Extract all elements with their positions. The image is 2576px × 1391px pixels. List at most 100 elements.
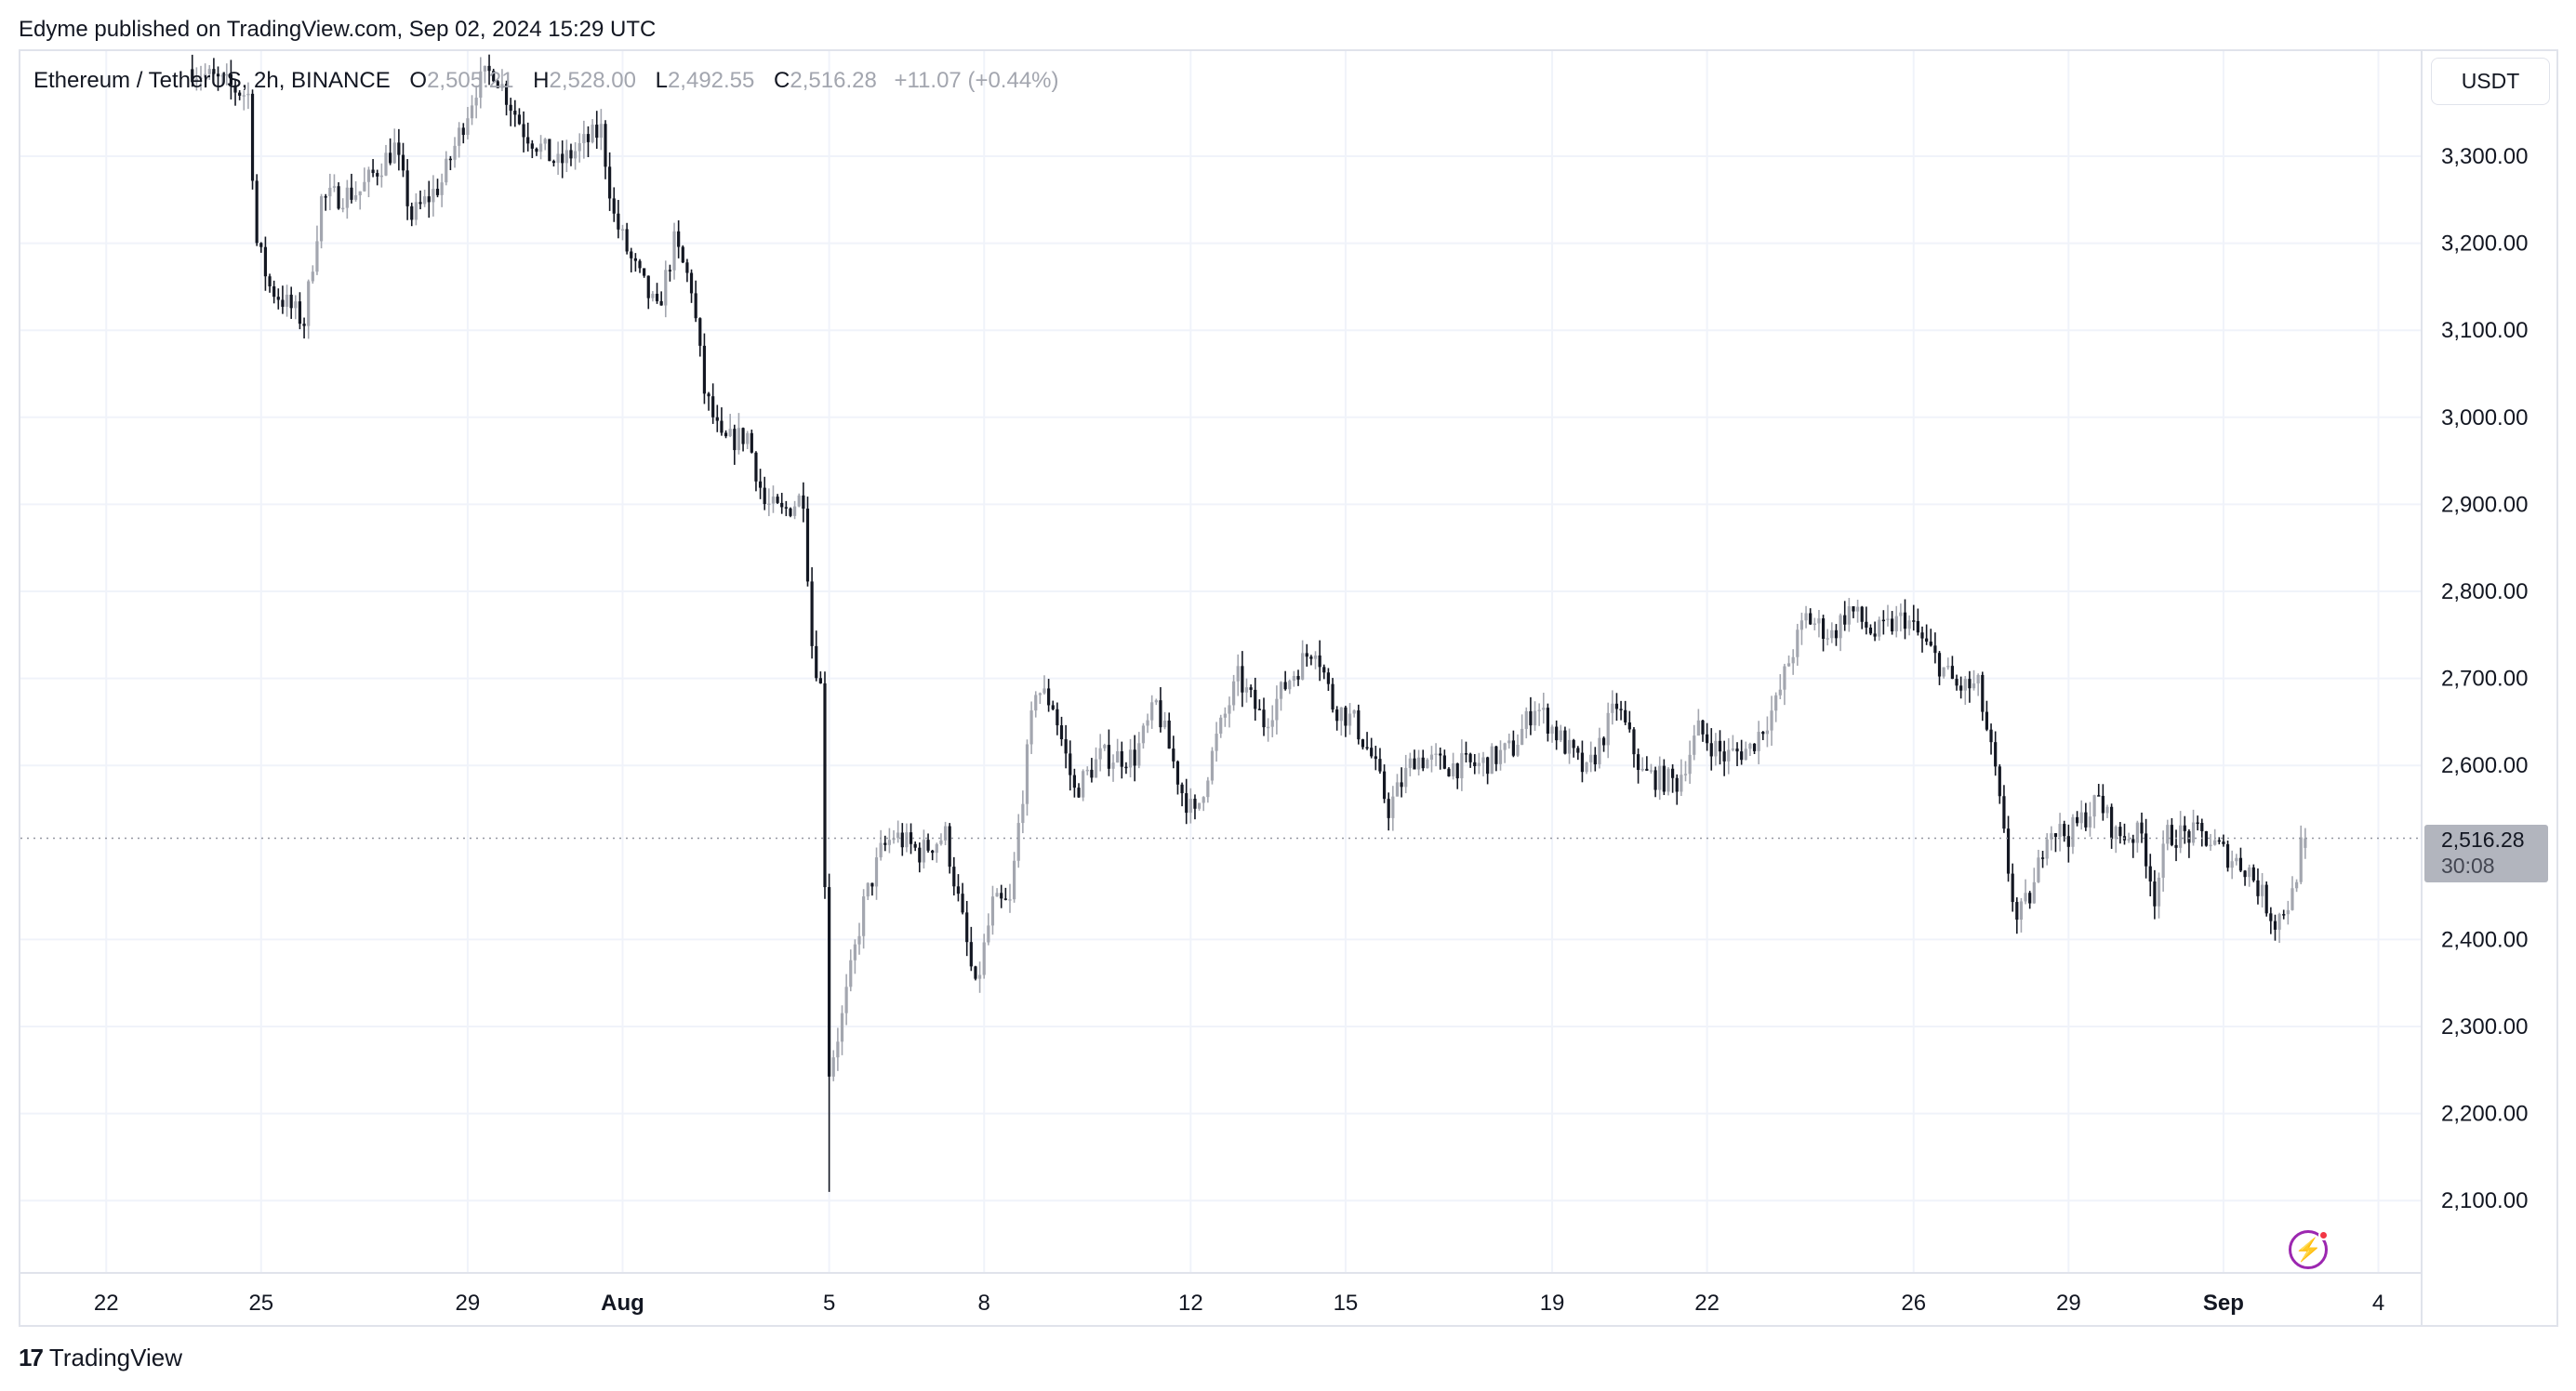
candle-body	[1082, 771, 1085, 798]
x-tick-label: 26	[1901, 1291, 1926, 1316]
candle-body	[810, 581, 814, 646]
candle-body	[1400, 782, 1403, 788]
candle-body	[578, 143, 581, 152]
candle-body	[1387, 799, 1390, 818]
candle-body	[1193, 799, 1197, 809]
notification-dot	[2318, 1230, 2329, 1240]
candle-body	[2213, 840, 2217, 845]
candle-body	[1098, 748, 1102, 760]
candle-body	[1809, 613, 1812, 625]
candle-body	[564, 150, 568, 164]
candle-body	[1555, 726, 1559, 741]
candle-body	[870, 882, 874, 887]
x-tick-label: 8	[978, 1291, 990, 1316]
candle-body	[974, 966, 977, 979]
candle-body	[952, 867, 956, 887]
tradingview-logo-icon: 17	[19, 1344, 44, 1371]
candle-body	[246, 93, 250, 96]
candle-body	[1395, 782, 1400, 797]
candle-body	[427, 196, 431, 203]
candle-body	[625, 229, 629, 252]
candle-body	[2032, 881, 2036, 904]
candle-body	[2260, 884, 2264, 896]
candle-body	[2066, 836, 2070, 847]
candle-body	[1791, 656, 1795, 664]
candle-body	[517, 114, 522, 125]
candle-body	[302, 324, 306, 326]
candle-body	[969, 942, 973, 967]
candle-body	[204, 73, 207, 78]
candle-body	[1172, 748, 1175, 762]
candle-body	[1658, 765, 1662, 790]
candle-body	[1774, 695, 1778, 711]
candle-body	[1524, 710, 1528, 729]
candle-body	[561, 153, 564, 164]
candle-body	[2110, 806, 2114, 840]
candle-body	[1378, 759, 1382, 772]
symbol-legend: Ethereum / TetherUS, 2h, BINANCE O2,505.…	[33, 68, 1059, 94]
candle-body	[307, 281, 311, 326]
candle-body	[1133, 749, 1136, 766]
candle-body	[573, 151, 578, 159]
candle-body	[896, 832, 900, 839]
candle-body	[345, 187, 349, 208]
y-tick-label: 2,800.00	[2441, 579, 2528, 604]
candle-body	[1916, 620, 1919, 633]
candle-body	[2148, 866, 2152, 882]
candle-body	[1696, 720, 1700, 736]
candle-body	[586, 134, 591, 142]
currency-button[interactable]: USDT	[2431, 58, 2550, 105]
candle-body	[2217, 840, 2221, 842]
candle-body	[754, 452, 758, 482]
candle-body	[604, 124, 607, 167]
candle-body	[1727, 749, 1731, 762]
candle-body	[1219, 717, 1223, 735]
candle-body	[2204, 830, 2209, 846]
high-value: 2,528.00	[549, 68, 636, 93]
candle-body	[1047, 688, 1051, 706]
candle-body	[1116, 751, 1120, 763]
candle-body	[2092, 795, 2096, 817]
candle-body	[353, 195, 358, 200]
candle-body	[771, 497, 776, 504]
candle-body	[1000, 893, 1003, 899]
candle-body	[1826, 638, 1829, 640]
candle-body	[1950, 666, 1954, 680]
close-value: 2,516.28	[790, 68, 877, 93]
candle-body	[1886, 618, 1890, 620]
y-tick-label: 3,300.00	[2441, 144, 2528, 169]
candle-body	[1606, 712, 1610, 746]
candle-body	[363, 181, 366, 192]
candle-body	[2024, 893, 2027, 902]
candle-body	[2251, 867, 2255, 881]
candle-body	[1624, 709, 1627, 722]
candle-body	[1873, 633, 1877, 637]
candle-body	[1270, 720, 1274, 727]
candle-body	[1468, 753, 1472, 762]
candle-body	[913, 843, 917, 848]
candle-body	[1236, 666, 1240, 682]
candle-body	[466, 118, 470, 136]
candle-body	[1636, 754, 1640, 771]
symbol-title[interactable]: Ethereum / TetherUS, 2h, BINANCE	[33, 68, 391, 93]
lightning-bolt-icon[interactable]: ⚡	[2289, 1230, 2329, 1269]
x-tick-label: 29	[456, 1291, 481, 1316]
candle-body	[1473, 762, 1477, 766]
candle-body	[1162, 720, 1167, 728]
candle-body	[1309, 656, 1313, 659]
candle-body	[2079, 812, 2083, 824]
x-tick-label: Sep	[2203, 1291, 2244, 1316]
candle-body	[1322, 667, 1326, 673]
candle-body	[294, 301, 298, 309]
candle-body	[1352, 710, 1356, 714]
candle-body	[1180, 784, 1184, 794]
candle-body	[1563, 730, 1567, 754]
y-tick-label: 2,700.00	[2441, 667, 2528, 692]
candle-body	[1653, 770, 1657, 790]
candles-group	[191, 54, 2307, 1192]
candle-body	[685, 262, 689, 273]
candle-body	[2183, 825, 2186, 831]
candle-body	[1137, 743, 1141, 766]
candle-body	[483, 65, 487, 72]
